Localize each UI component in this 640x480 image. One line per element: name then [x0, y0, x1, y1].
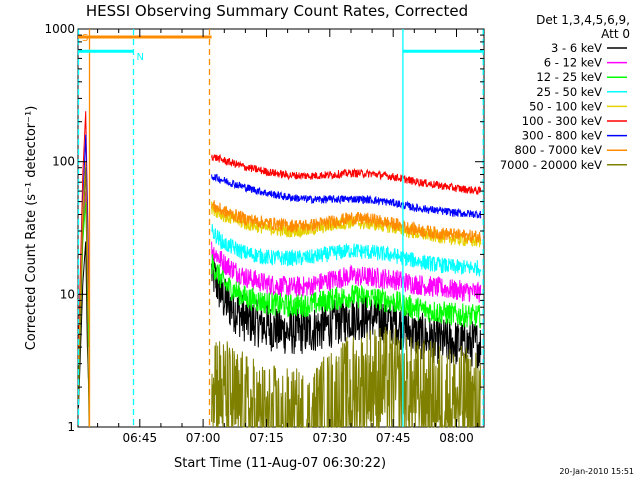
series-25-50-kev-trace	[211, 224, 482, 278]
x-tick-label-0645: 06:45	[123, 431, 158, 445]
x-tick-label-0800: 08:00	[439, 431, 474, 445]
series-100-300-kev-trace	[211, 153, 482, 196]
y-tick-label-1000: 1000	[44, 22, 75, 36]
legend-header-line1: Det 1,3,4,5,6,9,	[536, 13, 630, 27]
series-7000-20000-kev-early-trace	[78, 167, 90, 428]
x-axis-label: Start Time (11-Aug-07 06:30:22)	[174, 456, 386, 471]
series-6-12-kev-trace	[211, 241, 482, 303]
legend-label-800-7000-kev: 800 - 7000 keV	[514, 143, 602, 157]
footer-timestamp: 20-Jan-2010 15:51	[559, 467, 634, 476]
legend-label-100-300-kev: 100 - 300 keV	[522, 114, 602, 128]
legend-label-300-800-kev: 300 - 800 keV	[522, 129, 602, 143]
legend-label-12-25-kev: 12 - 25 keV	[536, 70, 602, 84]
annotation-label-n: N	[137, 52, 144, 63]
series-300-800-kev-trace	[211, 173, 482, 219]
annotation-label-s: S	[82, 33, 88, 44]
series-7000-20000-kev-trace	[211, 326, 482, 429]
y-tick-label-100: 100	[52, 155, 75, 169]
y-tick-label-1: 1	[67, 420, 75, 434]
x-tick-label-0700: 07:00	[186, 431, 221, 445]
y-tick-label-10: 10	[60, 287, 75, 301]
legend-label-25-50-kev: 25 - 50 keV	[536, 85, 602, 99]
legend-label-50-100-kev: 50 - 100 keV	[529, 99, 602, 113]
x-tick-label-0730: 07:30	[313, 431, 348, 445]
x-tick-label-0745: 07:45	[376, 431, 411, 445]
legend-header-line2: Att 0	[601, 27, 630, 41]
x-tick-label-0715: 07:15	[249, 431, 284, 445]
chart-title: HESSI Observing Summary Count Rates, Cor…	[86, 2, 468, 20]
legend-label-3-6-kev: 3 - 6 keV	[551, 41, 602, 55]
legend-label-6-12-kev: 6 - 12 keV	[544, 56, 602, 70]
series-800-7000-kev-trace	[211, 200, 482, 244]
y-axis-label: Corrected Count Rate (s⁻¹ detector⁻¹)	[24, 106, 39, 351]
legend-label-7000-20000-kev: 7000 - 20000 keV	[500, 158, 602, 172]
series-12-25-kev-trace	[211, 254, 482, 329]
